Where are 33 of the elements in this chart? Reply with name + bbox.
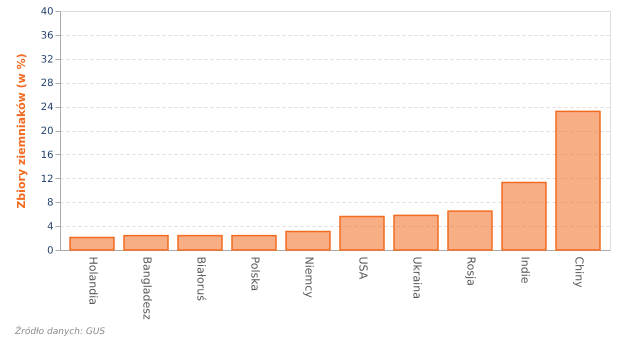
- x-tick-label: Ukraina: [410, 256, 424, 299]
- bar: [447, 210, 493, 251]
- y-tick-label: 4: [47, 222, 54, 233]
- text: Źródło danych: GUS: [14, 325, 106, 337]
- y-tick-label: 12: [40, 174, 54, 185]
- y-tick-label: 0: [47, 246, 54, 256]
- bar: [177, 234, 223, 251]
- x-tick-label: Rosja: [464, 256, 478, 286]
- bar: [231, 234, 277, 251]
- x-tick-label: Indie: [518, 256, 532, 284]
- x-tick-label: Niemcy: [302, 256, 316, 298]
- y-tick-label: 36: [40, 30, 54, 42]
- y-axis-title: Zbiory ziemniaków (w %): [14, 53, 28, 209]
- y-tick-label: 8: [47, 198, 54, 209]
- bar: [69, 236, 115, 251]
- x-tick-label: USA: [356, 256, 370, 280]
- bar: [123, 234, 169, 251]
- bar: [555, 110, 601, 251]
- y-tick-label: 16: [40, 150, 54, 161]
- bar: [393, 214, 439, 251]
- bar: [285, 230, 331, 251]
- x-tick-label: Holandia: [86, 256, 100, 306]
- y-tick-label: 40: [40, 6, 54, 18]
- x-tick-label: Bangladesz: [140, 256, 154, 320]
- x-tick-label: Białoruś: [194, 256, 208, 302]
- y-tick-label: 20: [40, 126, 54, 137]
- bar: [339, 216, 385, 251]
- y-tick-label: 32: [40, 54, 54, 66]
- x-tick-label: Chiny: [572, 256, 586, 288]
- y-tick-label: 28: [40, 78, 54, 90]
- x-tick-label: Polska: [248, 256, 262, 292]
- bar: [501, 182, 547, 251]
- y-tick-label: 24: [40, 102, 54, 114]
